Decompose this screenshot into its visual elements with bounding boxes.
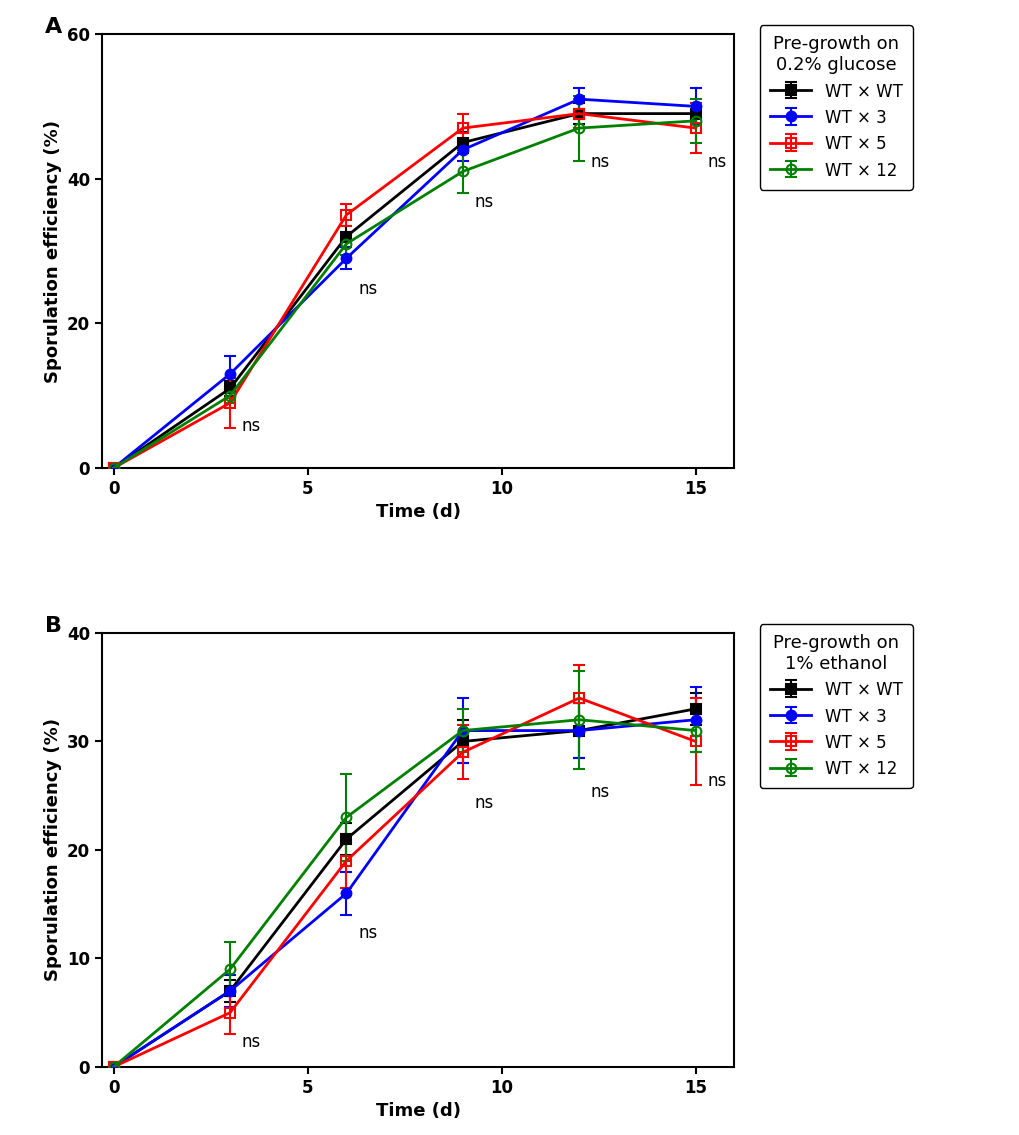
X-axis label: Time (d): Time (d) <box>375 1102 461 1120</box>
Y-axis label: Sporulation efficiency (%): Sporulation efficiency (%) <box>44 718 61 982</box>
Text: ns: ns <box>358 924 377 942</box>
Text: ns: ns <box>242 1033 261 1051</box>
Text: ns: ns <box>590 153 609 171</box>
Legend: WT × WT, WT × 3, WT × 5, WT × 12: WT × WT, WT × 3, WT × 5, WT × 12 <box>759 624 912 789</box>
Y-axis label: Sporulation efficiency (%): Sporulation efficiency (%) <box>44 119 61 382</box>
Text: B: B <box>45 615 62 636</box>
Text: ns: ns <box>590 783 609 801</box>
Text: ns: ns <box>474 794 493 812</box>
Text: ns: ns <box>474 193 493 211</box>
Legend: WT × WT, WT × 3, WT × 5, WT × 12: WT × WT, WT × 3, WT × 5, WT × 12 <box>759 25 912 190</box>
Text: A: A <box>45 17 62 36</box>
X-axis label: Time (d): Time (d) <box>375 504 461 521</box>
Text: ns: ns <box>706 772 726 790</box>
Text: ns: ns <box>358 280 377 299</box>
Text: ns: ns <box>242 418 261 436</box>
Text: ns: ns <box>706 153 726 171</box>
